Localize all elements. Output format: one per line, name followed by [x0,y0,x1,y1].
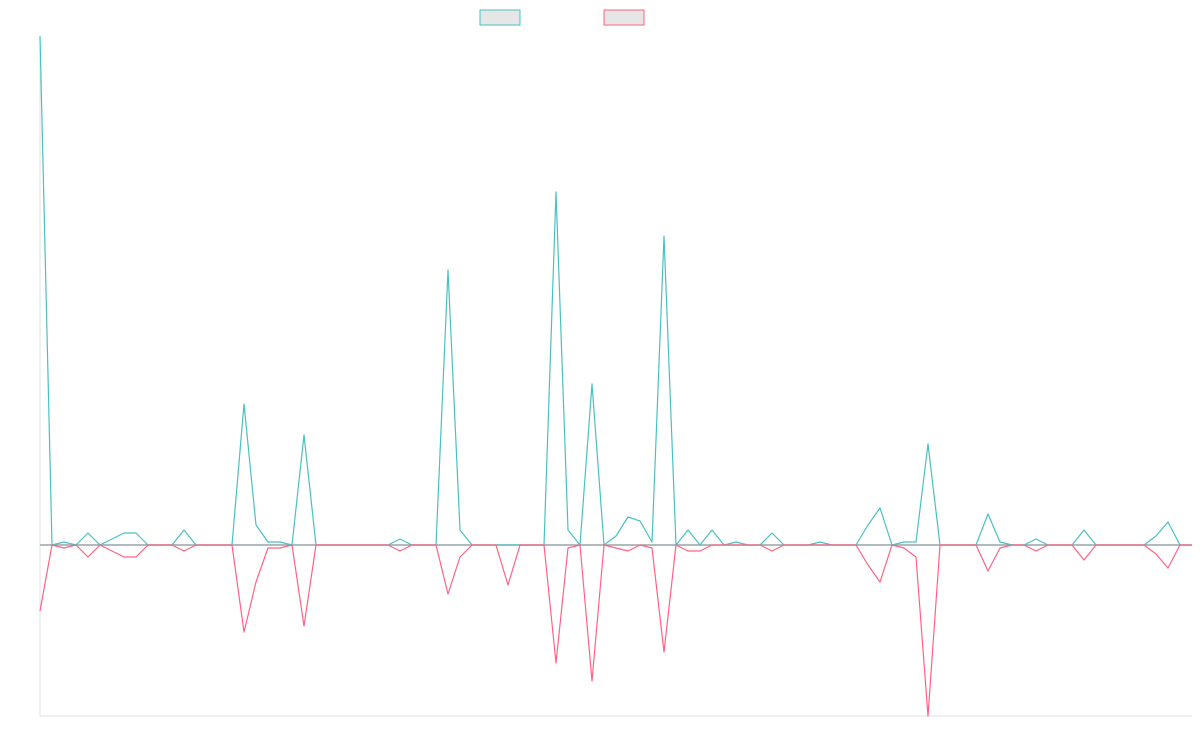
series-line [39,35,1192,546]
legend-swatch [603,9,645,26]
series-line [39,544,1192,717]
legend-swatch [479,9,521,26]
